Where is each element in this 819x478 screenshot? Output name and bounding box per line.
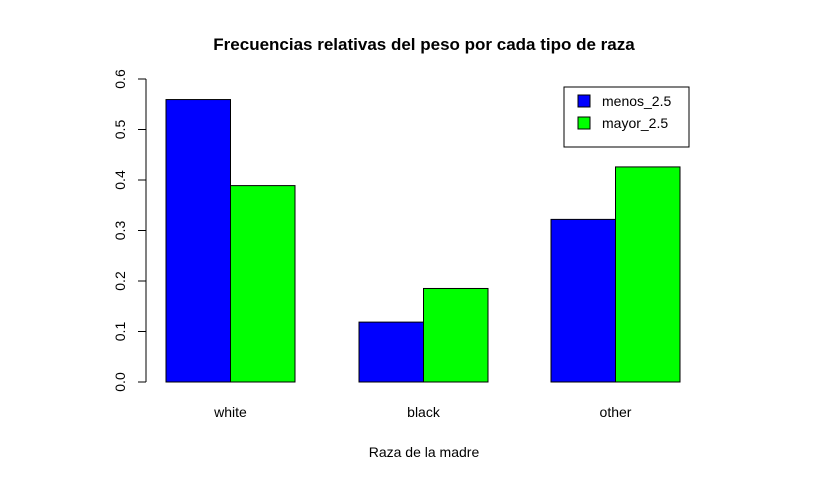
y-tick-label: 0.4 [112,170,128,190]
y-tick-label: 0.6 [112,69,128,89]
y-tick-label: 0.0 [112,372,128,392]
y-tick-label: 0.5 [112,120,128,140]
x-tick-label: other [600,404,632,420]
x-tick-label: black [407,404,441,420]
chart-title: Frecuencias relativas del peso por cada … [213,35,635,54]
y-axis: 0.0 0.1 0.2 0.3 0.4 0.5 0.6 [112,69,147,392]
y-tick-label: 0.3 [112,221,128,241]
legend-label: menos_2.5 [602,93,671,109]
bar [165,99,231,383]
bar [615,166,681,383]
legend-label: mayor_2.5 [602,115,668,131]
bars [165,99,681,383]
bar [358,321,424,383]
x-axis-labels: white black other [213,404,632,420]
bar [550,218,616,383]
bar [230,185,296,383]
legend: menos_2.5 mayor_2.5 [563,86,690,148]
y-tick-label: 0.2 [112,271,128,291]
x-tick-label: white [213,404,247,420]
y-tick-label: 0.1 [112,322,128,342]
legend-swatch [577,116,591,130]
legend-swatch [577,94,591,108]
x-axis-title: Raza de la madre [369,444,480,460]
bar [423,287,489,383]
